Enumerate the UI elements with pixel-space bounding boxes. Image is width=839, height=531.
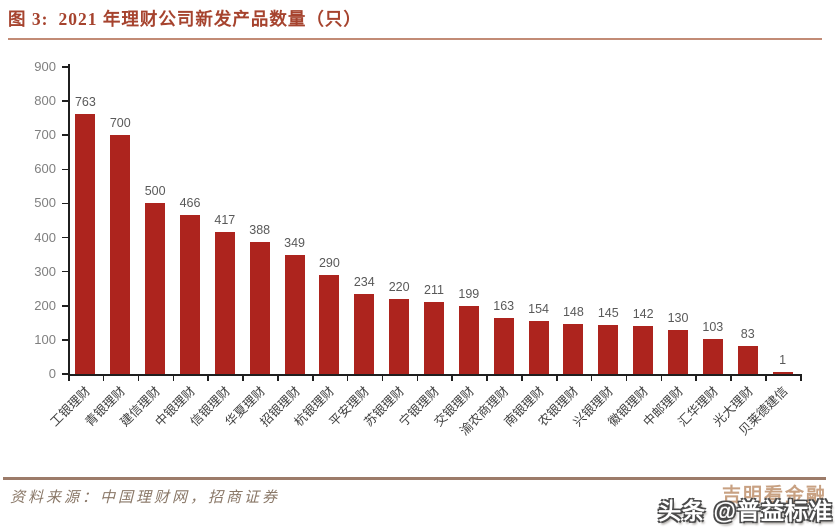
x-axis-tick [172,375,175,381]
bar-value-label: 211 [424,283,444,298]
watermark: 吉明看金融 头条 @普益标准 [603,479,833,529]
y-axis-label: 0 [48,366,56,381]
watermark-back-text: 吉明看金融 [721,485,827,506]
y-axis-label: 300 [34,263,56,279]
bar [145,203,166,374]
figure-label: 图 3: [8,9,49,29]
x-axis-tick [521,375,523,381]
bar-value-label: 142 [632,306,654,321]
bar [354,294,375,374]
x-axis-tick [625,375,628,381]
y-axis-label: 600 [34,161,56,177]
title-divider [8,38,822,41]
bar-value-label: 290 [318,256,340,271]
bar-value-label: 199 [458,287,480,302]
bar-value-label: 220 [388,279,410,294]
bar-value-label: 234 [353,275,375,290]
bar [563,323,584,374]
bar-value-label: 145 [597,305,619,320]
figure-header: 图 3: 2021 年理财公司新发产品数量（只） [8,6,828,32]
bar [528,321,549,374]
y-axis-tick [62,100,68,102]
bar [598,324,619,374]
x-axis-tick [765,375,767,381]
bar [458,306,479,374]
y-axis-tick [62,66,68,68]
bar-value-label: 349 [284,235,305,250]
x-axis-tick [416,375,419,381]
y-axis-label: 400 [34,229,56,245]
y-axis-tick [62,305,68,307]
footer-divider [3,477,826,480]
x-axis-line [68,374,802,376]
x-axis-tick [137,375,140,381]
bar-value-label: 83 [740,326,755,341]
y-axis-label: 700 [34,127,56,143]
y-axis-tick [62,168,68,171]
x-axis-tick [277,375,279,381]
y-axis-label: 100 [34,331,56,347]
bar [249,241,270,374]
bar-value-label: 154 [528,302,549,317]
bar-value-label: 1 [779,353,787,367]
y-axis-label: 800 [34,93,56,109]
x-axis-tick [102,375,105,381]
x-axis-tick [695,375,697,381]
y-axis-tick [62,339,68,341]
x-axis-tick [242,375,244,381]
y-axis-tick [62,202,68,205]
y-axis-tick [62,134,68,136]
x-axis-tick [800,375,802,381]
bar [319,275,340,374]
bar [180,215,200,374]
x-axis-tick [68,375,70,381]
x-axis-tick [486,375,488,381]
bar [214,231,235,374]
x-axis-tick [556,375,558,381]
figure-title: 2021 年理财公司新发产品数量（只） [58,9,362,29]
bar [633,325,654,374]
bar-value-label: 148 [562,304,584,319]
x-axis-tick [381,375,384,381]
y-axis-tick [62,236,68,239]
x-axis-tick [346,375,349,381]
bar [702,338,723,374]
bar-value-label: 103 [702,319,724,334]
bar [110,135,131,374]
bar [75,113,96,374]
x-axis-tick [730,375,732,381]
bar-value-label: 130 [667,310,689,325]
bar-value-label: 466 [179,196,201,211]
y-axis-label: 200 [34,297,56,313]
bar-value-label: 388 [249,222,271,237]
bar [668,329,688,374]
bar [493,318,514,374]
y-axis-tick [62,270,68,273]
y-axis-label: 500 [34,195,56,211]
bar [772,372,793,374]
bar [737,345,758,374]
watermark-front-text: 头条 @普益标准 [658,498,833,524]
source-note: 资料来源：中国理财网，招商证券 [10,490,281,506]
x-axis-tick [207,375,209,381]
bar-value-label: 500 [144,184,166,199]
bar-value-label: 163 [493,299,515,314]
x-axis-tick [451,375,453,381]
bar [424,302,444,374]
x-axis-tick [590,375,593,381]
bar-value-label: 417 [214,212,236,227]
bar [389,298,410,374]
x-axis-tick [312,375,314,381]
bar-value-label: 700 [109,116,131,131]
y-axis-label: 900 [34,59,56,74]
bar [284,254,305,374]
bar-value-label: 763 [74,94,96,109]
x-axis-tick [660,375,663,381]
y-axis-line [68,64,70,376]
y-axis-tick [62,373,68,375]
